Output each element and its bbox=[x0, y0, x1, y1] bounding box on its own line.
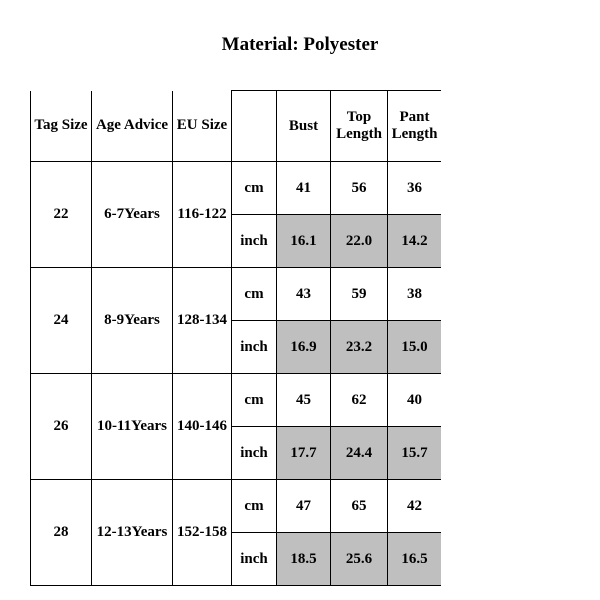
col-header-bust: Bust bbox=[277, 91, 331, 162]
cell-unit-cm: cm bbox=[232, 480, 277, 533]
cell-bust-inch: 17.7 bbox=[277, 427, 331, 480]
cell-pant-inch: 15.7 bbox=[388, 427, 442, 480]
cell-age-advice: 8-9Years bbox=[92, 268, 173, 374]
cell-age-advice: 6-7Years bbox=[92, 162, 173, 268]
cell-tag-size: 26 bbox=[31, 374, 92, 480]
table-header-row: Tag Size Age Advice EU Size Bust Top Len… bbox=[31, 91, 442, 162]
cell-unit-inch: inch bbox=[232, 321, 277, 374]
size-chart-table: Tag Size Age Advice EU Size Bust Top Len… bbox=[30, 90, 441, 586]
page-title: Material: Polyester bbox=[0, 0, 600, 90]
cell-unit-cm: cm bbox=[232, 268, 277, 321]
cell-bust-cm: 47 bbox=[277, 480, 331, 533]
cell-bust-cm: 43 bbox=[277, 268, 331, 321]
cell-eu-size: 140-146 bbox=[173, 374, 232, 480]
cell-unit-inch: inch bbox=[232, 427, 277, 480]
cell-top-cm: 59 bbox=[331, 268, 388, 321]
col-header-tag-size: Tag Size bbox=[31, 91, 92, 162]
cell-top-inch: 22.0 bbox=[331, 215, 388, 268]
cell-age-advice: 12-13Years bbox=[92, 480, 173, 586]
cell-eu-size: 152-158 bbox=[173, 480, 232, 586]
cell-tag-size: 28 bbox=[31, 480, 92, 586]
cell-top-cm: 65 bbox=[331, 480, 388, 533]
table-row: 28 12-13Years 152-158 cm 47 65 42 bbox=[31, 480, 442, 533]
cell-unit-cm: cm bbox=[232, 162, 277, 215]
cell-bust-inch: 18.5 bbox=[277, 533, 331, 586]
cell-age-advice: 10-11Years bbox=[92, 374, 173, 480]
cell-unit-inch: inch bbox=[232, 533, 277, 586]
cell-eu-size: 128-134 bbox=[173, 268, 232, 374]
cell-top-cm: 62 bbox=[331, 374, 388, 427]
cell-pant-cm: 36 bbox=[388, 162, 442, 215]
cell-pant-inch: 16.5 bbox=[388, 533, 442, 586]
table-row: 26 10-11Years 140-146 cm 45 62 40 bbox=[31, 374, 442, 427]
cell-pant-cm: 38 bbox=[388, 268, 442, 321]
cell-pant-cm: 40 bbox=[388, 374, 442, 427]
cell-bust-cm: 41 bbox=[277, 162, 331, 215]
col-header-pant-length: Pant Length bbox=[388, 91, 442, 162]
cell-top-inch: 25.6 bbox=[331, 533, 388, 586]
col-header-top-length: Top Length bbox=[331, 91, 388, 162]
cell-top-inch: 23.2 bbox=[331, 321, 388, 374]
col-header-unit bbox=[232, 91, 277, 162]
cell-bust-inch: 16.9 bbox=[277, 321, 331, 374]
cell-tag-size: 22 bbox=[31, 162, 92, 268]
cell-pant-cm: 42 bbox=[388, 480, 442, 533]
col-header-eu-size: EU Size bbox=[173, 91, 232, 162]
cell-top-cm: 56 bbox=[331, 162, 388, 215]
cell-pant-inch: 15.0 bbox=[388, 321, 442, 374]
cell-unit-cm: cm bbox=[232, 374, 277, 427]
table-row: 22 6-7Years 116-122 cm 41 56 36 bbox=[31, 162, 442, 215]
cell-unit-inch: inch bbox=[232, 215, 277, 268]
cell-tag-size: 24 bbox=[31, 268, 92, 374]
col-header-age-advice: Age Advice bbox=[92, 91, 173, 162]
cell-pant-inch: 14.2 bbox=[388, 215, 442, 268]
cell-eu-size: 116-122 bbox=[173, 162, 232, 268]
cell-bust-cm: 45 bbox=[277, 374, 331, 427]
cell-top-inch: 24.4 bbox=[331, 427, 388, 480]
table-row: 24 8-9Years 128-134 cm 43 59 38 bbox=[31, 268, 442, 321]
cell-bust-inch: 16.1 bbox=[277, 215, 331, 268]
